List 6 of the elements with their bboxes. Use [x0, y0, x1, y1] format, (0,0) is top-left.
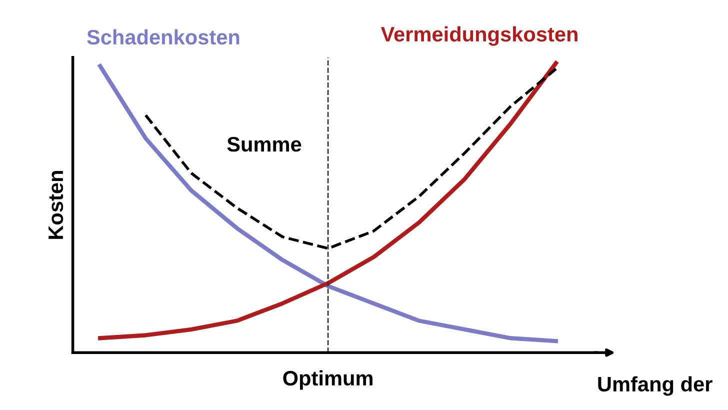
- text: Optimum: [283, 370, 372, 390]
- series-label: Summe: [227, 136, 302, 152]
- series-label: Schadenkosten: [87, 29, 240, 45]
- series-label: Vermeidungskosten: [380, 26, 578, 46]
- x-axis-title: Umfang der: [598, 376, 712, 396]
- y-axis-title: Kosten: [48, 170, 64, 239]
